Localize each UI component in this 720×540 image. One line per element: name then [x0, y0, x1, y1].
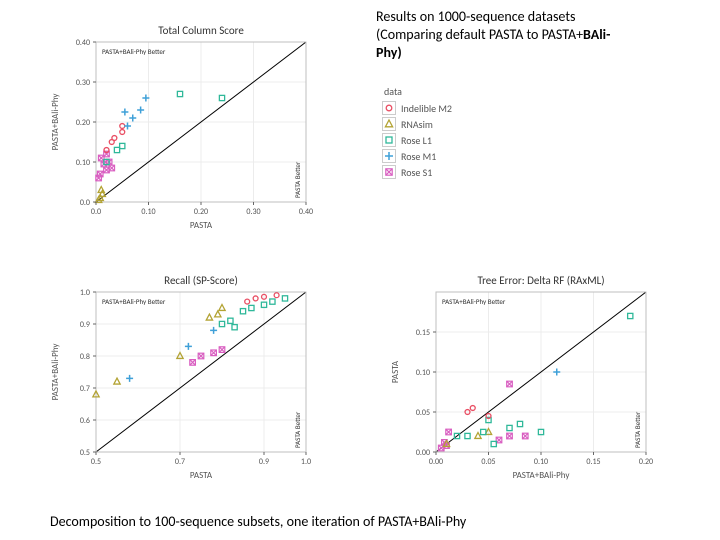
svg-text:0.20: 0.20	[639, 457, 653, 467]
svg-text:0.10: 0.10	[141, 207, 155, 217]
svg-text:0.20: 0.20	[194, 207, 208, 217]
caption: Decomposition to 100-sequence subsets, o…	[50, 513, 466, 530]
panel-recall-sp: 0.5 0.7 0.9 1.0 0.5 0.6 0.7 0.8 0.9 1.0 Recall (SP…	[38, 268, 338, 493]
svg-text:0.10: 0.10	[416, 368, 430, 378]
svg-text:0.10: 0.10	[534, 457, 548, 467]
svg-text:0.15: 0.15	[416, 328, 430, 338]
header-line3: Phy)	[376, 44, 402, 61]
legend-label: RNAsim	[401, 118, 433, 131]
svg-text:0.10: 0.10	[76, 158, 90, 168]
legend-swatch-icon	[382, 165, 396, 179]
svg-text:PASTA Better: PASTA Better	[633, 411, 642, 448]
header-line2b: BAli-	[583, 26, 610, 43]
svg-text:Recall (SP-Score): Recall (SP-Score)	[164, 274, 238, 287]
header-line2a: (Comparing default PASTA to PASTA+	[376, 26, 583, 43]
legend-label: Rose S1	[401, 166, 432, 179]
legend-swatch-icon	[382, 133, 396, 147]
legend-item: Indelible M2	[382, 100, 452, 116]
svg-text:PASTA: PASTA	[390, 360, 401, 383]
svg-text:0.00: 0.00	[429, 457, 443, 467]
svg-text:0.15: 0.15	[586, 457, 600, 467]
svg-text:PASTA+BAli-Phy Better: PASTA+BAli-Phy Better	[102, 297, 166, 306]
legend: data Indelible M2 RNAsim Rose L1 Rose M1	[382, 85, 452, 180]
svg-text:0.7: 0.7	[80, 384, 90, 394]
header-line1: Results on 1000-sequence datasets	[376, 8, 575, 25]
svg-text:PASTA+BAli-Phy: PASTA+BAli-Phy	[50, 343, 61, 401]
svg-text:0.30: 0.30	[246, 207, 260, 217]
svg-text:PASTA Better: PASTA Better	[293, 161, 302, 198]
svg-text:0.8: 0.8	[80, 352, 90, 362]
svg-text:PASTA: PASTA	[190, 220, 213, 231]
svg-text:0.40: 0.40	[299, 207, 313, 217]
legend-item: Rose M1	[382, 148, 452, 164]
svg-text:PASTA: PASTA	[190, 470, 213, 481]
svg-text:0.40: 0.40	[76, 38, 90, 48]
svg-text:PASTA+BAli-Phy Better: PASTA+BAli-Phy Better	[442, 297, 506, 306]
svg-text:0.9: 0.9	[259, 457, 269, 467]
legend-label: Rose L1	[401, 134, 432, 147]
svg-text:Tree Error: Delta RF (RAxML): Tree Error: Delta RF (RAxML)	[477, 274, 604, 287]
svg-text:0.5: 0.5	[91, 457, 101, 467]
svg-text:0.0: 0.0	[80, 198, 90, 208]
legend-item: RNAsim	[382, 116, 452, 132]
svg-text:1.0: 1.0	[301, 457, 311, 467]
svg-text:0.5: 0.5	[80, 448, 90, 458]
legend-label: Rose M1	[401, 150, 436, 163]
svg-text:PASTA+BAli-Phy: PASTA+BAli-Phy	[50, 93, 61, 151]
svg-text:0.05: 0.05	[416, 408, 430, 418]
header-title: Results on 1000-sequence datasets (Compa…	[376, 8, 706, 63]
legend-title: data	[384, 85, 452, 98]
svg-text:1.0: 1.0	[80, 288, 90, 298]
legend-label: Indelible M2	[401, 102, 452, 115]
svg-text:0.6: 0.6	[80, 416, 90, 426]
svg-text:0.0: 0.0	[91, 207, 101, 217]
legend-swatch-icon	[382, 117, 396, 131]
svg-text:0.30: 0.30	[76, 78, 90, 88]
svg-text:0.05: 0.05	[481, 457, 495, 467]
svg-text:0.9: 0.9	[80, 320, 90, 330]
legend-swatch-icon	[382, 101, 396, 115]
svg-text:PASTA Better: PASTA Better	[293, 411, 302, 448]
svg-text:0.7: 0.7	[175, 457, 185, 467]
svg-text:PASTA+BAli-Phy: PASTA+BAli-Phy	[513, 470, 571, 481]
legend-swatch-icon	[382, 149, 396, 163]
legend-item: Rose L1	[382, 132, 452, 148]
svg-text:PASTA+BAli-Phy Better: PASTA+BAli-Phy Better	[102, 47, 166, 56]
panel-total-column: 0.0 0.10 0.20 0.30 0.40 0.0 0.10 0.20 0.30 0.40 To…	[38, 18, 338, 243]
svg-text:0.00: 0.00	[416, 448, 430, 458]
legend-item: Rose S1	[382, 164, 452, 180]
svg-text:Total Column Score: Total Column Score	[158, 24, 244, 37]
svg-text:0.20: 0.20	[76, 118, 90, 128]
panel-tree-error: 0.00 0.05 0.10 0.15 0.20 0.00 0.05 0.10 0.15 Tree…	[378, 268, 678, 493]
